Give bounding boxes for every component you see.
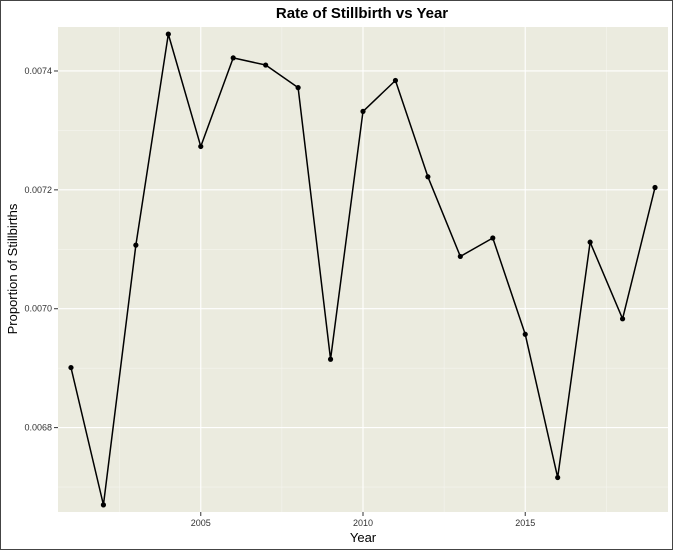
- data-point: [133, 242, 139, 248]
- major-gridlines: [58, 27, 668, 512]
- x-axis-title: Year: [350, 530, 377, 545]
- x-tick-label: 2010: [353, 518, 373, 528]
- data-point: [522, 331, 528, 337]
- y-tick-label: 0.0068: [24, 423, 52, 433]
- chart-title: Rate of Stillbirth vs Year: [276, 5, 448, 22]
- y-tick-label: 0.0070: [24, 304, 52, 314]
- x-tick-label: 2005: [191, 518, 211, 528]
- data-point: [457, 253, 463, 260]
- y-tick-label: 0.0074: [24, 66, 52, 76]
- data-point: [392, 77, 399, 84]
- series-points: [68, 31, 658, 508]
- y-tick-label: 0.0072: [24, 185, 52, 195]
- data-point: [100, 502, 107, 508]
- data-point: [263, 62, 269, 68]
- axis-ticks: [54, 70, 526, 516]
- x-axis-tick-labels: 2005 2010 2015: [191, 518, 535, 528]
- data-point: [425, 174, 431, 180]
- data-point: [165, 31, 171, 37]
- y-axis-title: Proportion of Stillbirths: [5, 203, 20, 334]
- data-point: [587, 239, 593, 245]
- data-point: [198, 143, 204, 150]
- data-point: [555, 474, 561, 481]
- data-point: [327, 356, 334, 362]
- data-point: [360, 108, 366, 114]
- data-point: [230, 55, 236, 61]
- data-point: [619, 316, 626, 322]
- y-axis-tick-labels: 0.0068 0.0070 0.0072 0.0074: [24, 66, 52, 433]
- data-point: [295, 85, 301, 91]
- x-tick-label: 2015: [515, 518, 535, 528]
- data-point: [490, 235, 496, 241]
- data-point: [652, 184, 658, 191]
- data-point: [68, 364, 74, 371]
